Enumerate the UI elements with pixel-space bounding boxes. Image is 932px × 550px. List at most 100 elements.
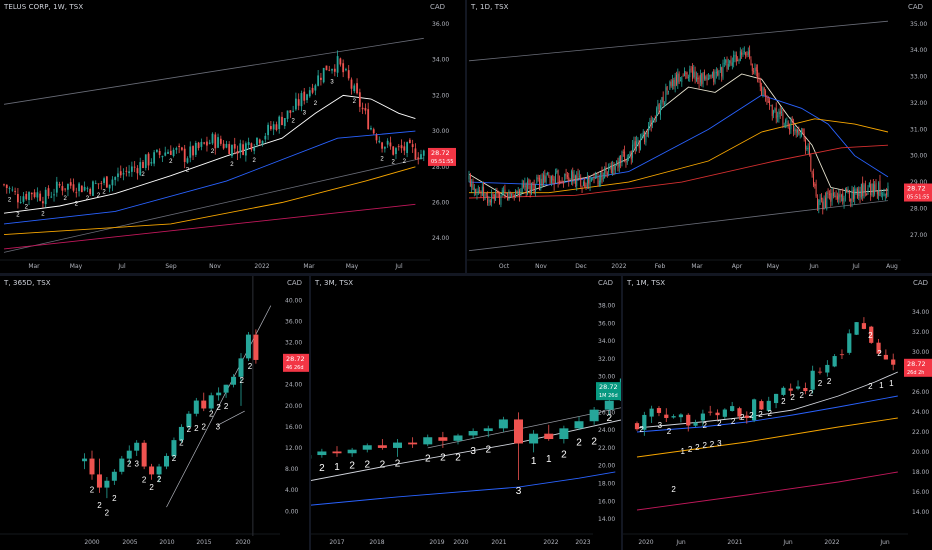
- x-tick-label: Jul: [394, 263, 403, 270]
- td-count-label: 1: [889, 379, 894, 388]
- chart-panel-daily[interactable]: T, 1D, TSX CAD 27.00 28.00 29.00 30.00 31.00…: [467, 0, 932, 273]
- y-tick-label: 26.00: [598, 409, 615, 416]
- candle: [795, 129, 797, 133]
- candle: [596, 177, 598, 179]
- price-tag-value: 28.72: [286, 355, 305, 363]
- y-tick-label: 28.00: [910, 206, 927, 213]
- td-count-label: 2: [253, 158, 257, 164]
- candle: [253, 334, 259, 360]
- ma-line-ma50: [468, 94, 889, 186]
- candle: [730, 406, 735, 411]
- candle: [629, 151, 631, 157]
- candle: [634, 140, 636, 150]
- candle: [533, 184, 535, 193]
- chart-svg[interactable]: 27.00 28.00 29.00 30.00 31.00 32.00 33.00 34.00…: [467, 0, 932, 273]
- td-count-label: 3: [658, 421, 663, 430]
- candle: [420, 154, 422, 160]
- candle: [811, 171, 813, 175]
- candle: [142, 161, 144, 169]
- candle: [600, 172, 602, 183]
- td-count-label: 2: [90, 485, 95, 494]
- candle: [493, 194, 495, 200]
- candle: [28, 192, 30, 201]
- candle: [774, 108, 776, 111]
- td-count-label: 1: [531, 456, 537, 467]
- candle: [856, 188, 858, 198]
- candle: [559, 428, 569, 440]
- candle: [514, 419, 523, 444]
- candle: [778, 112, 780, 118]
- candle: [810, 370, 815, 390]
- candle: [250, 143, 253, 150]
- y-tick-label: 24.00: [432, 235, 449, 242]
- candle: [858, 190, 860, 196]
- candle: [807, 147, 809, 150]
- candle: [750, 59, 752, 65]
- td-count-label: 2: [102, 189, 106, 195]
- candle: [201, 400, 207, 409]
- td-count-label: 2: [877, 349, 882, 358]
- x-tick-label: Mar: [691, 263, 703, 270]
- chart-panel-365d[interactable]: T, 365D, TSX CAD 2 2 2 2 2 3 2 2 2 2 2 2 2 2 2 2 2 3 2 2 0.0…: [0, 276, 309, 550]
- x-tick-label: 2020: [453, 539, 468, 546]
- candle: [799, 134, 801, 136]
- candle: [823, 199, 825, 209]
- candle: [597, 177, 599, 185]
- candle: [625, 160, 627, 163]
- candle: [572, 171, 574, 181]
- candle: [308, 90, 311, 97]
- chart-panel-3m[interactable]: T, 3M, TSX CAD 2222122222223231122223231…: [311, 276, 621, 550]
- y-tick-label: 24.00: [912, 409, 929, 416]
- y-tick-label: 32.00: [912, 329, 929, 336]
- candle: [104, 480, 110, 488]
- td-count-label: 2: [169, 159, 173, 165]
- y-tick-label: 32.00: [285, 340, 302, 347]
- candle: [842, 193, 844, 202]
- td-count-label: 2: [671, 485, 676, 494]
- candle: [714, 72, 716, 83]
- candle: [25, 193, 28, 200]
- chart-svg[interactable]: 222212222222323112222323114.0016.0018.00…: [311, 276, 621, 550]
- td-count-label: 2: [818, 379, 823, 388]
- candle: [211, 133, 214, 144]
- candle: [328, 69, 331, 71]
- candle: [727, 64, 729, 70]
- candle: [511, 193, 513, 196]
- candle: [665, 87, 667, 102]
- y-tick-label: 36.00: [598, 320, 615, 327]
- candle: [557, 170, 559, 183]
- y-tick-label: 26.00: [912, 389, 929, 396]
- candle: [731, 62, 733, 66]
- candle: [884, 194, 886, 196]
- y-tick-label: 33.00: [910, 74, 927, 81]
- candle: [817, 198, 818, 209]
- candle: [167, 151, 169, 154]
- candle: [832, 192, 834, 196]
- candle: [306, 94, 308, 101]
- candle: [671, 416, 676, 418]
- price-tag-countdown: 46 26d: [286, 365, 304, 371]
- candle: [735, 54, 737, 62]
- td-count-label: 1: [546, 454, 552, 465]
- candle: [698, 77, 700, 85]
- candle: [657, 104, 659, 110]
- candle: [763, 87, 765, 91]
- currency-label: CAD: [913, 279, 929, 287]
- candle: [670, 81, 672, 86]
- candle: [94, 182, 97, 184]
- candle: [759, 81, 761, 87]
- candle: [805, 139, 806, 150]
- candle: [515, 190, 516, 198]
- x-tick-label: Jun: [808, 263, 819, 270]
- x-tick-label: 2010: [159, 539, 174, 546]
- candle: [744, 415, 749, 418]
- x-tick-label: Aug: [886, 263, 898, 270]
- candle: [855, 190, 857, 192]
- candle: [468, 431, 478, 436]
- candle: [356, 83, 358, 94]
